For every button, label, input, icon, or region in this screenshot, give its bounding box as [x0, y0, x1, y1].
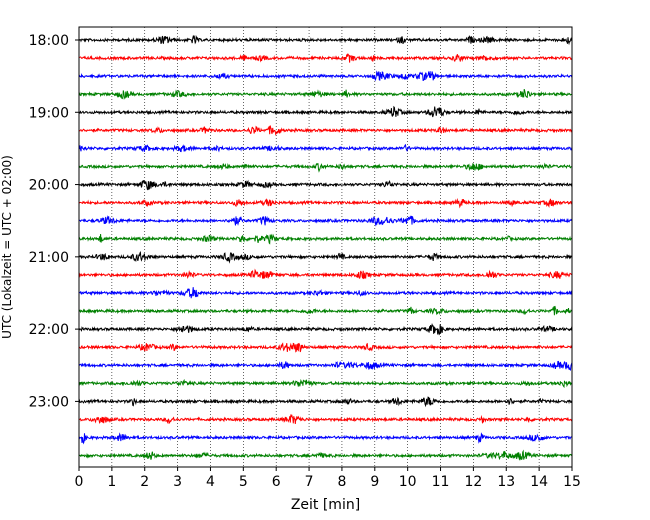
- trace-line: [78, 396, 573, 408]
- trace-line: [78, 89, 573, 100]
- trace-line: [78, 125, 573, 136]
- x-tick-label: 7: [305, 474, 314, 490]
- y-axis-ticks: 18:00 19:00 20:00 21:00 22:00 23:00: [29, 33, 79, 410]
- x-axis-ticks: 0 1 2 3 4 5 6 7 8 9 10 11 12 13 14 15: [75, 467, 581, 490]
- y-tick-label: 21:00: [29, 250, 69, 266]
- x-tick-label: 6: [272, 474, 281, 490]
- trace-line: [78, 287, 573, 299]
- x-tick-label: 2: [140, 474, 149, 490]
- x-tick-label: 11: [432, 474, 450, 490]
- grid-lines: [111, 27, 540, 467]
- x-tick-label: 3: [173, 474, 182, 490]
- trace-line: [78, 233, 573, 245]
- trace-line: [78, 449, 573, 461]
- x-tick-label: 0: [75, 474, 84, 490]
- trace-line: [78, 105, 573, 118]
- x-tick-label: 13: [497, 474, 515, 490]
- x-tick-label: 5: [239, 474, 248, 490]
- x-tick-label: 4: [206, 474, 215, 490]
- trace-line: [78, 378, 573, 389]
- y-tick-label: 23:00: [29, 394, 69, 410]
- trace-line: [78, 198, 573, 209]
- x-tick-label: 1: [107, 474, 116, 490]
- trace-lines: [78, 34, 573, 461]
- x-tick-label: 8: [337, 474, 346, 490]
- trace-line: [78, 432, 573, 445]
- trace-line: [78, 215, 573, 227]
- trace-line: [78, 53, 573, 63]
- trace-line: [78, 162, 573, 173]
- y-tick-label: 20:00: [29, 178, 69, 194]
- trace-line: [78, 143, 573, 153]
- trace-line: [78, 70, 573, 82]
- trace-line: [78, 360, 573, 371]
- trace-line: [78, 305, 573, 316]
- y-tick-label: 22:00: [29, 322, 69, 338]
- y-tick-label: 19:00: [29, 105, 69, 121]
- trace-line: [78, 179, 573, 191]
- x-axis-label: Zeit [min]: [291, 497, 360, 513]
- trace-line: [78, 322, 573, 336]
- x-tick-label: 15: [563, 474, 581, 490]
- x-tick-label: 12: [464, 474, 482, 490]
- x-tick-label: 10: [399, 474, 417, 490]
- y-tick-label: 18:00: [29, 33, 69, 49]
- trace-line: [78, 413, 573, 424]
- y-axis-label: UTC (Lokalzeit = UTC + 02:00): [0, 155, 14, 339]
- trace-line: [78, 251, 573, 264]
- trace-line: [78, 34, 573, 46]
- x-tick-label: 14: [530, 474, 548, 490]
- x-tick-label: 9: [370, 474, 379, 490]
- plot-frame: [78, 26, 573, 468]
- trace-line: [78, 268, 573, 280]
- trace-line: [78, 342, 573, 353]
